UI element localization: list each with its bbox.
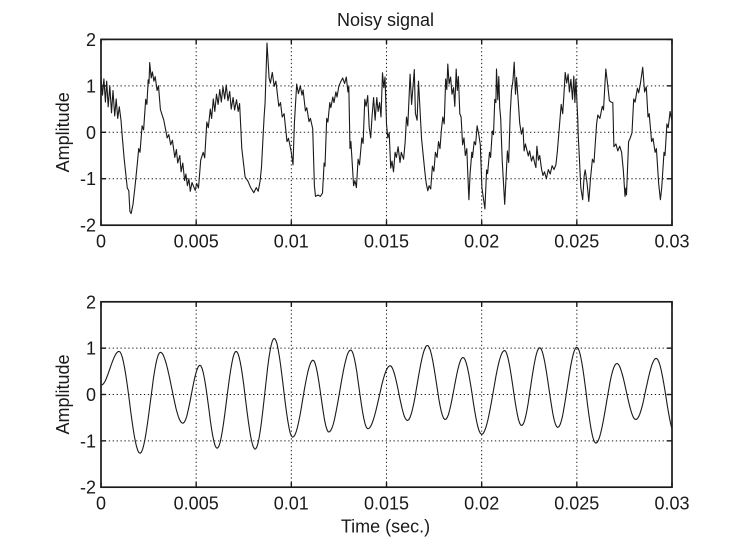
svg-text:0.015: 0.015 <box>364 232 409 252</box>
svg-text:0.01: 0.01 <box>274 494 309 514</box>
svg-text:Time (sec.): Time (sec.) <box>341 517 430 537</box>
svg-text:2: 2 <box>86 30 96 50</box>
svg-text:-1: -1 <box>80 431 96 451</box>
svg-text:0: 0 <box>96 494 106 514</box>
svg-text:0.015: 0.015 <box>364 494 409 514</box>
svg-text:-2: -2 <box>80 478 96 498</box>
svg-text:0: 0 <box>96 232 106 252</box>
svg-text:0.03: 0.03 <box>654 494 689 514</box>
svg-text:1: 1 <box>86 339 96 359</box>
svg-text:Noisy signal: Noisy signal <box>337 10 434 30</box>
svg-text:-1: -1 <box>80 169 96 189</box>
svg-text:Amplitude: Amplitude <box>53 92 73 172</box>
svg-text:1: 1 <box>86 76 96 96</box>
svg-text:0.005: 0.005 <box>174 232 219 252</box>
svg-text:Amplitude: Amplitude <box>53 354 73 434</box>
svg-text:0.01: 0.01 <box>274 232 309 252</box>
svg-text:0.005: 0.005 <box>174 494 219 514</box>
svg-text:0.03: 0.03 <box>654 232 689 252</box>
svg-text:0.02: 0.02 <box>464 232 499 252</box>
svg-text:0: 0 <box>86 123 96 143</box>
svg-text:0.025: 0.025 <box>554 494 599 514</box>
svg-text:0: 0 <box>86 385 96 405</box>
svg-text:0.02: 0.02 <box>464 494 499 514</box>
svg-text:0.025: 0.025 <box>554 232 599 252</box>
svg-text:2: 2 <box>86 292 96 312</box>
svg-text:-2: -2 <box>80 216 96 236</box>
